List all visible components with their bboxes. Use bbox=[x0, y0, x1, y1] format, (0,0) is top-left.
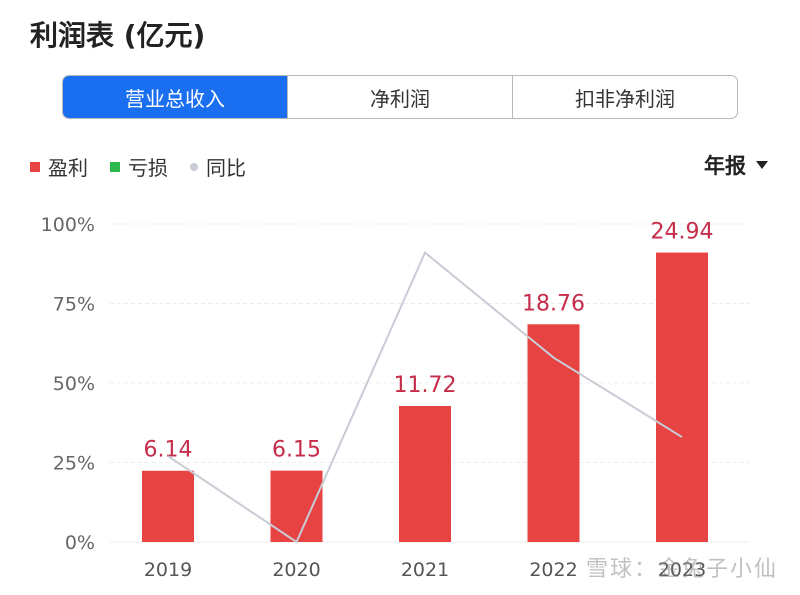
bar bbox=[142, 470, 194, 542]
profit-chart: 0% 25% 50% 75% 100% 6.14 6.15 11.72 18.76 24.94 20… bbox=[41, 214, 750, 581]
y-tick-label: 75% bbox=[53, 294, 95, 316]
data-label: 24.94 bbox=[651, 220, 714, 245]
data-label: 6.14 bbox=[144, 438, 193, 463]
legend-item-profit: 盈利 bbox=[30, 152, 88, 181]
legend-label-profit: 盈利 bbox=[48, 156, 88, 180]
y-tick-label: 0% bbox=[65, 532, 95, 554]
chart-legend: 盈利 亏损 同比 bbox=[30, 152, 268, 181]
x-tick-label: 2019 bbox=[144, 559, 192, 581]
tab-net-profit[interactable]: 净利润 bbox=[287, 76, 512, 118]
data-label: 18.76 bbox=[522, 291, 585, 316]
legend-item-loss: 亏损 bbox=[110, 152, 168, 181]
caret-down-icon bbox=[756, 161, 768, 169]
bar bbox=[656, 252, 708, 543]
data-label: 11.72 bbox=[394, 373, 457, 398]
bar bbox=[527, 324, 580, 542]
bar bbox=[270, 470, 323, 542]
y-tick-label: 100% bbox=[41, 214, 95, 236]
period-label: 年报 bbox=[704, 154, 746, 178]
data-label: 6.15 bbox=[272, 438, 321, 463]
x-tick-label: 2023 bbox=[658, 559, 706, 581]
x-tick-label: 2020 bbox=[272, 559, 320, 581]
x-tick-label: 2021 bbox=[401, 559, 449, 581]
legend-swatch-loss bbox=[110, 161, 120, 172]
page-title: 利润表 (亿元) bbox=[30, 19, 206, 52]
period-dropdown[interactable]: 年报 bbox=[704, 150, 768, 180]
y-tick-label: 25% bbox=[53, 453, 95, 475]
legend-label-loss: 亏损 bbox=[128, 156, 168, 180]
tab-deducted-net-profit[interactable]: 扣非净利润 bbox=[512, 76, 737, 118]
bar bbox=[399, 405, 451, 542]
y-tick-label: 50% bbox=[53, 373, 95, 395]
tab-total-revenue[interactable]: 营业总收入 bbox=[63, 76, 287, 118]
metric-tabs: 营业总收入 净利润 扣非净利润 bbox=[62, 75, 738, 119]
x-tick-label: 2022 bbox=[529, 559, 577, 581]
legend-swatch-profit bbox=[30, 161, 40, 172]
yoy-line bbox=[167, 251, 683, 544]
legend-label-yoy: 同比 bbox=[206, 156, 246, 180]
legend-swatch-yoy bbox=[190, 162, 198, 171]
legend-item-yoy: 同比 bbox=[190, 152, 246, 181]
